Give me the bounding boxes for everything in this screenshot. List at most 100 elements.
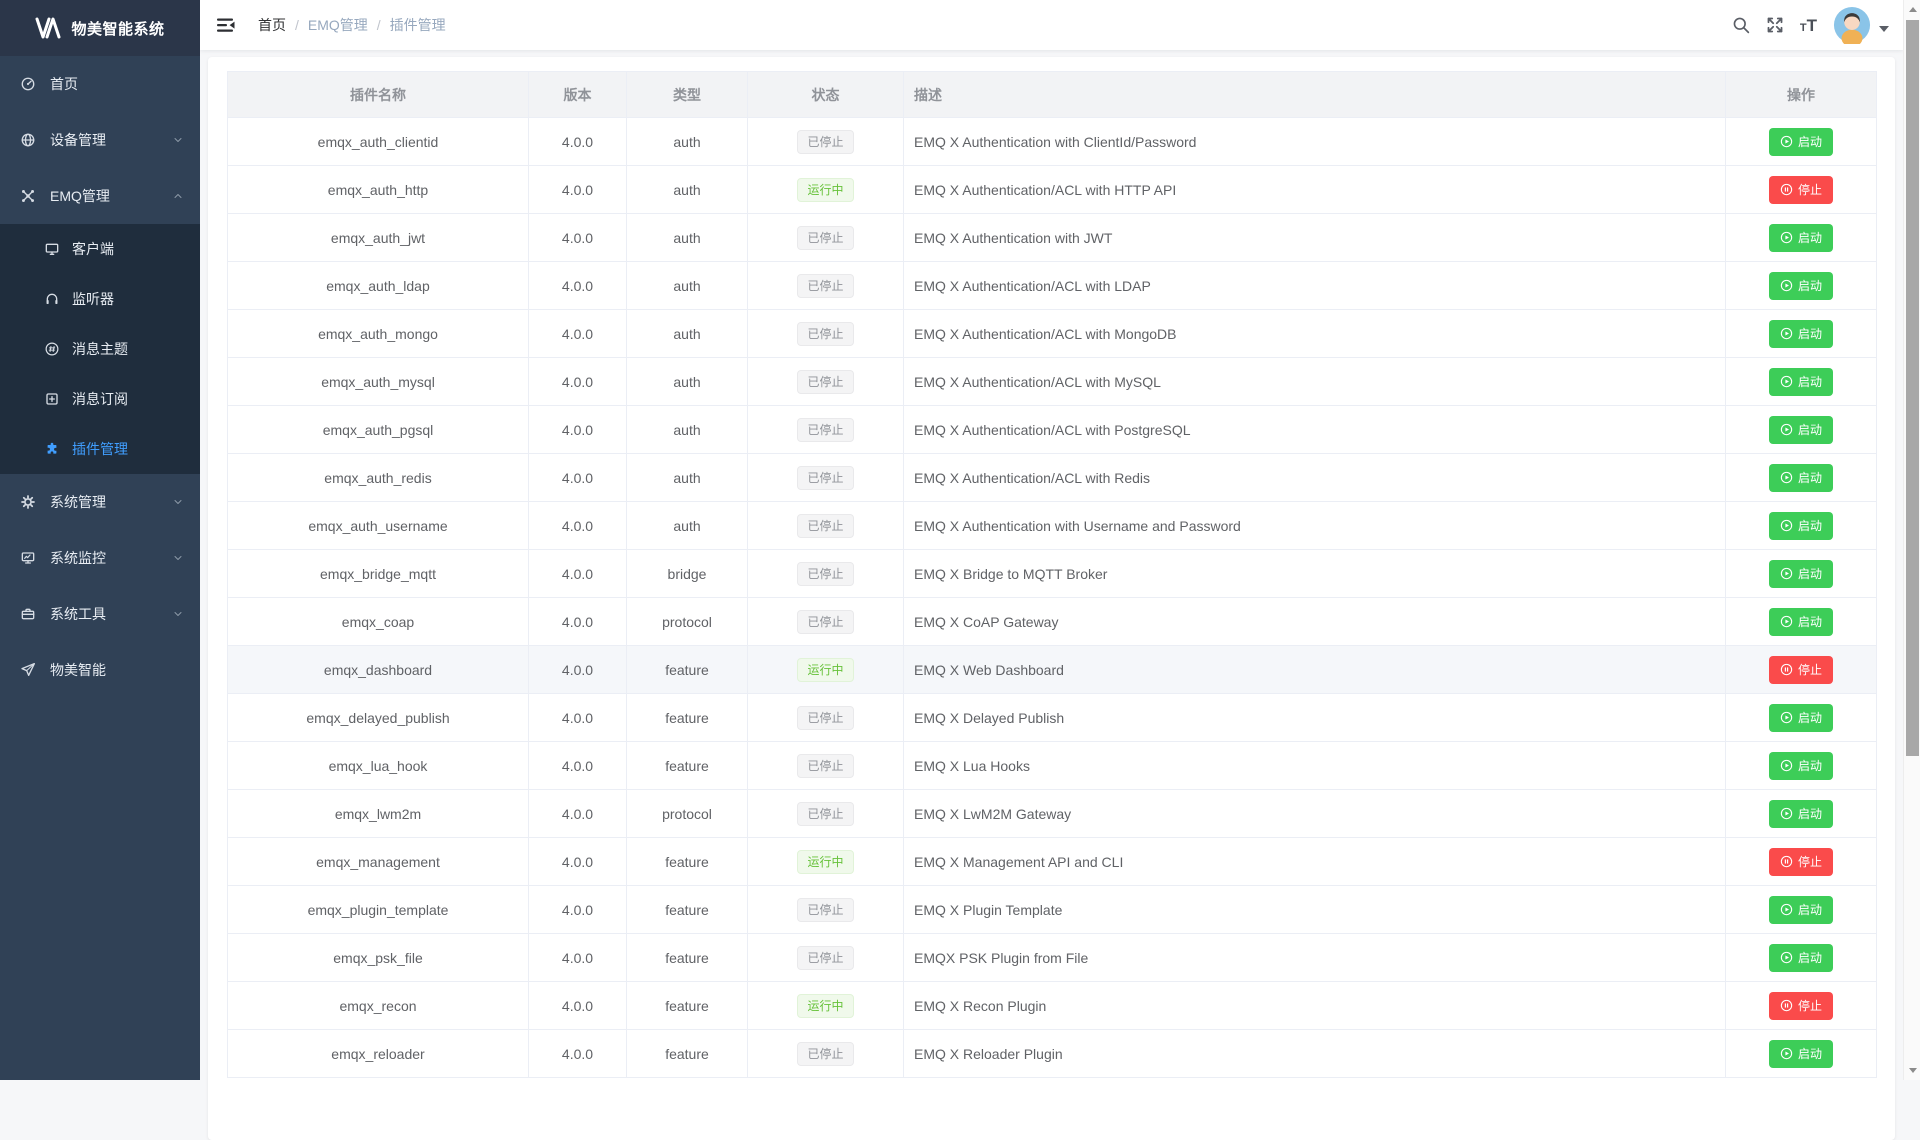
- scrollbar-thumb[interactable]: [1906, 20, 1919, 756]
- play-circle-icon: [1780, 567, 1793, 580]
- start-button[interactable]: 启动: [1769, 464, 1833, 492]
- logo[interactable]: 物美智能系统: [0, 0, 200, 56]
- plugin-name-cell: emqx_reloader: [228, 1030, 529, 1078]
- start-button[interactable]: 启动: [1769, 896, 1833, 924]
- plugin-name-cell: emqx_lwm2m: [228, 790, 529, 838]
- description-cell: EMQ X Authentication/ACL with LDAP: [904, 262, 1726, 310]
- type-cell: feature: [627, 646, 748, 694]
- start-button[interactable]: 启动: [1769, 752, 1833, 780]
- search-icon[interactable]: [1732, 16, 1750, 34]
- scrollbar-down-arrow[interactable]: [1904, 1062, 1920, 1079]
- font-size-icon-big-t: T: [1807, 17, 1817, 34]
- action-cell: 启动: [1726, 502, 1877, 550]
- user-menu[interactable]: [1833, 6, 1889, 44]
- sidebar-item-emq[interactable]: EMQ管理: [0, 168, 200, 224]
- status-badge-stopped: 已停止: [797, 466, 853, 490]
- start-button[interactable]: 启动: [1769, 944, 1833, 972]
- sidebar-item-label: 物美智能: [50, 660, 106, 680]
- version-cell: 4.0.0: [529, 646, 627, 694]
- sidebar-item-client[interactable]: 客户端: [0, 224, 200, 274]
- sidebar-item-topic[interactable]: 消息主题: [0, 324, 200, 374]
- sidebar-item-wumei[interactable]: 物美智能: [0, 642, 200, 698]
- version-cell: 4.0.0: [529, 358, 627, 406]
- page-scrollbar[interactable]: [1903, 0, 1920, 1080]
- stop-button[interactable]: 停止: [1769, 992, 1833, 1020]
- action-cell: 启动: [1726, 742, 1877, 790]
- user-avatar[interactable]: [1833, 6, 1871, 44]
- start-button[interactable]: 启动: [1769, 416, 1833, 444]
- status-badge-stopped: 已停止: [797, 802, 853, 826]
- plugin-name-cell: emqx_psk_file: [228, 934, 529, 982]
- stop-button[interactable]: 停止: [1769, 176, 1833, 204]
- type-cell: feature: [627, 742, 748, 790]
- subscription-plus-icon: [44, 391, 60, 407]
- stop-button[interactable]: 停止: [1769, 848, 1833, 876]
- start-button[interactable]: 启动: [1769, 560, 1833, 588]
- start-button[interactable]: 启动: [1769, 800, 1833, 828]
- sidebar-item-label: 消息主题: [72, 339, 128, 359]
- start-button[interactable]: 启动: [1769, 128, 1833, 156]
- sidebar-item-plugin[interactable]: 插件管理: [0, 424, 200, 474]
- status-badge-stopped: 已停止: [797, 418, 853, 442]
- fullscreen-icon[interactable]: [1766, 16, 1784, 34]
- status-badge-running: 运行中: [797, 850, 853, 874]
- description-cell: EMQ X Management API and CLI: [904, 838, 1726, 886]
- start-button[interactable]: 启动: [1769, 320, 1833, 348]
- start-button[interactable]: 启动: [1769, 1040, 1833, 1068]
- action-button-label: 停止: [1798, 997, 1822, 1014]
- start-button[interactable]: 启动: [1769, 224, 1833, 252]
- action-button-label: 启动: [1798, 1045, 1822, 1062]
- sidebar-item-system[interactable]: 系统管理: [0, 474, 200, 530]
- version-cell: 4.0.0: [529, 694, 627, 742]
- header-description: 描述: [904, 72, 1726, 118]
- action-button-label: 启动: [1798, 373, 1822, 390]
- scrollbar-up-arrow[interactable]: [1904, 1, 1920, 18]
- sidebar-item-home[interactable]: 首页: [0, 56, 200, 112]
- sidebar-item-label: 系统工具: [50, 604, 106, 624]
- description-cell: EMQX PSK Plugin from File: [904, 934, 1726, 982]
- sidebar-item-label: EMQ管理: [50, 186, 110, 206]
- play-circle-icon: [1780, 423, 1793, 436]
- chevron-down-icon: [172, 134, 184, 146]
- plugin-name-cell: emqx_lua_hook: [228, 742, 529, 790]
- sidebar-item-monitor[interactable]: 系统监控: [0, 530, 200, 586]
- action-button-label: 启动: [1798, 421, 1822, 438]
- action-cell: 停止: [1726, 838, 1877, 886]
- plugin-name-cell: emqx_auth_clientid: [228, 118, 529, 166]
- start-button[interactable]: 启动: [1769, 704, 1833, 732]
- start-button[interactable]: 启动: [1769, 272, 1833, 300]
- play-circle-icon: [1780, 711, 1793, 724]
- caret-down-icon[interactable]: [1879, 26, 1889, 32]
- status-cell: 已停止: [748, 262, 904, 310]
- description-cell: EMQ X Authentication with Username and P…: [904, 502, 1726, 550]
- sidebar-item-tools[interactable]: 系统工具: [0, 586, 200, 642]
- action-cell: 启动: [1726, 214, 1877, 262]
- status-badge-stopped: 已停止: [797, 610, 853, 634]
- plugin-name-cell: emqx_management: [228, 838, 529, 886]
- start-button[interactable]: 启动: [1769, 368, 1833, 396]
- start-button[interactable]: 启动: [1769, 512, 1833, 540]
- stop-button[interactable]: 停止: [1769, 656, 1833, 684]
- sidebar-item-label: 监听器: [72, 289, 114, 309]
- breadcrumb-item-0[interactable]: 首页: [258, 15, 286, 35]
- plugin-name-cell: emqx_auth_ldap: [228, 262, 529, 310]
- action-button-label: 停止: [1798, 181, 1822, 198]
- sidebar-item-device[interactable]: 设备管理: [0, 112, 200, 168]
- start-button[interactable]: 启动: [1769, 608, 1833, 636]
- action-cell: 启动: [1726, 550, 1877, 598]
- plugin-name-cell: emqx_plugin_template: [228, 886, 529, 934]
- action-cell: 启动: [1726, 934, 1877, 982]
- brand-monogram-icon: [35, 17, 61, 39]
- sidebar-item-listener[interactable]: 监听器: [0, 274, 200, 324]
- breadcrumb-separator: /: [377, 17, 381, 33]
- version-cell: 4.0.0: [529, 454, 627, 502]
- action-cell: 启动: [1726, 406, 1877, 454]
- hamburger-icon[interactable]: [200, 15, 250, 35]
- sidebar-item-subscription[interactable]: 消息订阅: [0, 374, 200, 424]
- status-cell: 已停止: [748, 550, 904, 598]
- version-cell: 4.0.0: [529, 934, 627, 982]
